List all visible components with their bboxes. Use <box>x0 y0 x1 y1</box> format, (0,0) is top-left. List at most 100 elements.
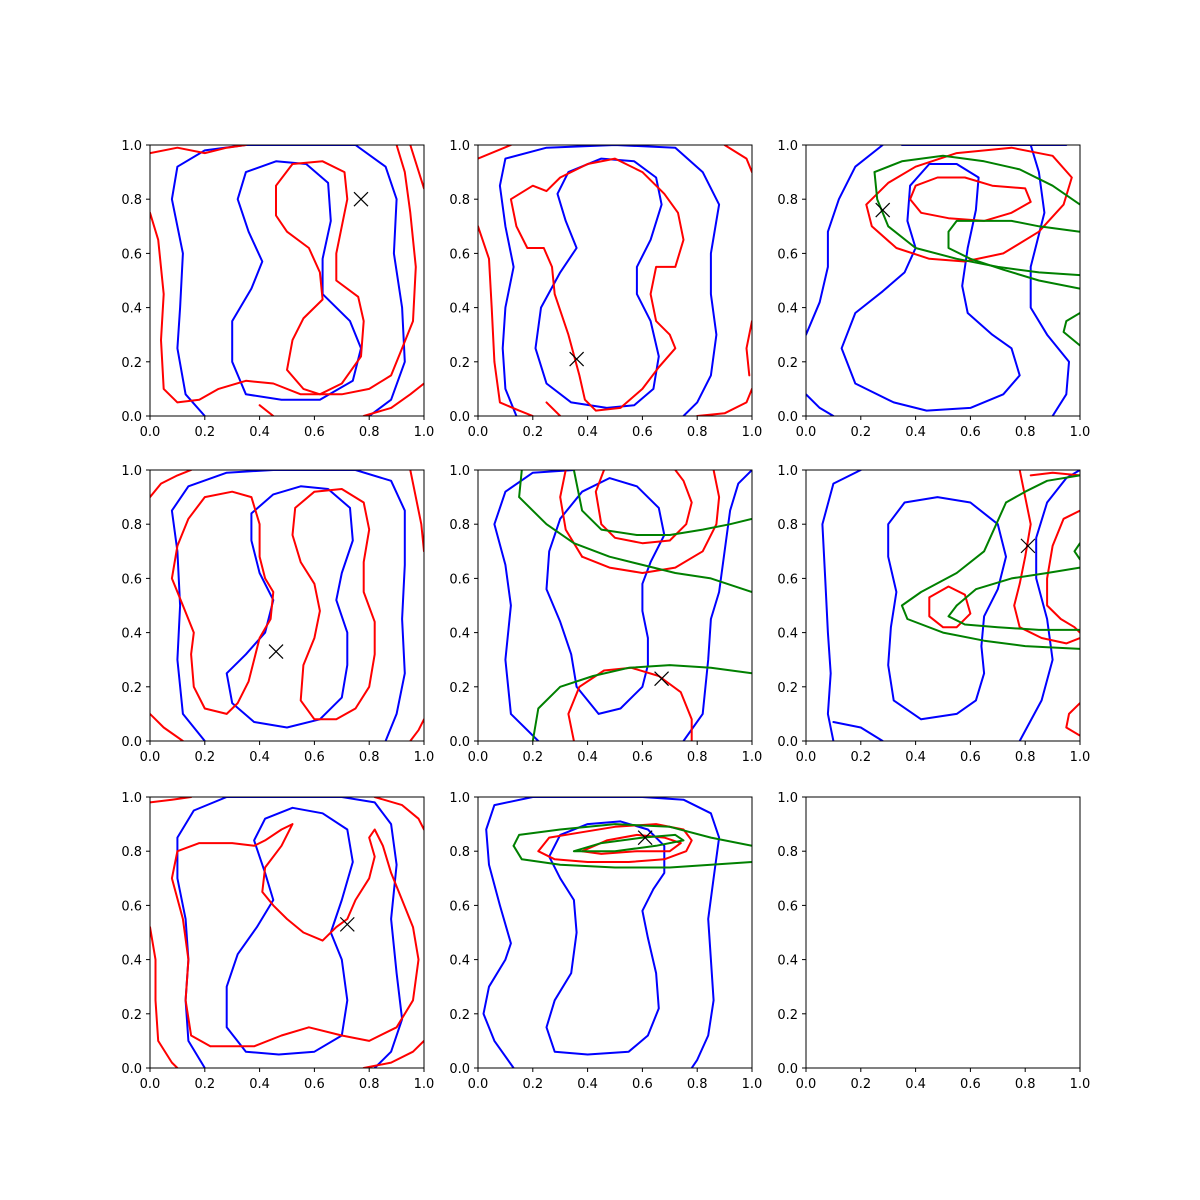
x-tick-label: 0.8 <box>359 1077 380 1092</box>
x-tick-label: 0.8 <box>1015 1077 1036 1092</box>
y-tick-label: 0.2 <box>777 356 798 371</box>
y-tick-label: 1.0 <box>121 791 142 806</box>
y-tick-label: 0.4 <box>777 627 798 642</box>
x-tick-label: 0.8 <box>687 1077 708 1092</box>
x-tick-label: 0.8 <box>359 425 380 440</box>
x-tick-label: 0.6 <box>632 750 653 765</box>
x-tick-label: 0.4 <box>577 425 598 440</box>
x-marker <box>353 191 369 207</box>
axes-frame <box>149 796 425 1069</box>
y-tick-label: 0.6 <box>777 572 798 587</box>
contour-line-blue <box>498 145 721 416</box>
contour-group <box>821 470 1080 741</box>
axes-frame <box>477 469 753 742</box>
x-marker <box>569 351 585 367</box>
y-tick-label: 0.0 <box>121 735 142 750</box>
y-tick-label: 1.0 <box>121 464 142 479</box>
contour-line-red <box>581 833 682 855</box>
contour-line-blue <box>887 496 1007 721</box>
y-tick-label: 0.4 <box>777 302 798 317</box>
contour-line-red <box>170 490 275 715</box>
x-tick-label: 1.0 <box>414 1077 435 1092</box>
contour-line-red <box>150 470 193 499</box>
contour-group <box>150 470 424 741</box>
contour-line-red <box>150 712 184 741</box>
contour-line-green <box>873 154 1080 206</box>
contour-line-blue <box>832 721 884 741</box>
y-tick-label: 0.2 <box>121 1008 142 1023</box>
contour-line-red <box>1065 702 1080 737</box>
x-tick-label: 0.0 <box>468 750 489 765</box>
contour-line-red <box>723 145 752 174</box>
x-tick-label: 0.2 <box>194 1077 215 1092</box>
y-tick-label: 0.6 <box>449 899 470 914</box>
contour-line-green <box>518 470 752 593</box>
x-tick-label: 1.0 <box>1070 750 1091 765</box>
x-tick-label: 1.0 <box>1070 1077 1091 1092</box>
axes-frame <box>149 144 425 417</box>
y-tick-label: 0.6 <box>777 899 798 914</box>
x-tick-label: 0.0 <box>796 750 817 765</box>
contour-line-green <box>531 664 752 741</box>
contour-line-red <box>1029 471 1080 477</box>
contour-line-blue <box>806 145 884 336</box>
contour-line-red <box>362 382 424 416</box>
y-tick-label: 0.8 <box>121 193 142 208</box>
subplot-row2-col3: 0.0 0.2 0.4 0.6 0.8 1.0 0.0 0.2 0.4 0.6 0.8 1.0 <box>777 464 1090 765</box>
x-tick-label: 0.4 <box>577 1077 598 1092</box>
subplot-row3-col1: 0.0 0.2 0.4 0.6 0.8 1.0 0.0 0.2 0.4 0.6 0.8 1.0 <box>121 791 434 1092</box>
x-tick-label: 0.4 <box>905 1077 926 1092</box>
contour-line-green <box>1073 542 1080 561</box>
x-tick-label: 0.2 <box>522 750 543 765</box>
x-tick-label: 0.6 <box>960 1077 981 1092</box>
contour-line-blue <box>682 470 752 741</box>
x-tick-label: 0.6 <box>960 425 981 440</box>
y-tick-label: 1.0 <box>777 139 798 154</box>
x-tick-label: 0.2 <box>194 750 215 765</box>
subplot-row1-col2: 0.0 0.2 0.4 0.6 0.8 1.0 0.0 0.2 0.4 0.6 0.8 1.0 <box>449 139 762 440</box>
x-tick-label: 0.0 <box>796 1077 817 1092</box>
x-tick-label: 0.0 <box>468 425 489 440</box>
axes-frame <box>805 796 1081 1069</box>
y-tick-label: 0.0 <box>449 410 470 425</box>
contour-line-red <box>150 797 193 804</box>
y-tick-label: 0.8 <box>449 193 470 208</box>
contour-line-blue <box>545 820 666 1056</box>
x-tick-label: 1.0 <box>742 425 763 440</box>
x-tick-label: 0.2 <box>194 425 215 440</box>
x-tick-label: 0.2 <box>850 425 871 440</box>
contour-line-blue <box>806 393 835 416</box>
y-tick-label: 0.2 <box>777 681 798 696</box>
contour-line-red <box>1013 470 1080 645</box>
subplot-row1-col3: 0.0 0.2 0.4 0.6 0.8 1.0 0.0 0.2 0.4 0.6 0.8 1.0 <box>777 139 1090 440</box>
x-marker <box>1020 538 1036 554</box>
y-tick-label: 1.0 <box>449 464 470 479</box>
contour-line-red <box>150 926 179 1068</box>
y-tick-label: 0.2 <box>449 681 470 696</box>
subplot-row3-col2: 0.0 0.2 0.4 0.6 0.8 1.0 0.0 0.2 0.4 0.6 0.8 1.0 <box>449 791 762 1092</box>
contour-line-green <box>900 501 1080 650</box>
contour-line-blue <box>170 145 406 416</box>
contour-line-red <box>696 387 752 416</box>
contour-line-red <box>150 145 417 404</box>
contour-line-green <box>512 844 752 869</box>
contour-line-red <box>409 470 424 553</box>
x-tick-label: 1.0 <box>742 1077 763 1092</box>
y-tick-label: 0.6 <box>121 572 142 587</box>
contour-line-blue <box>225 806 354 1056</box>
y-tick-label: 0.4 <box>449 302 470 317</box>
contour-line-red <box>409 718 424 741</box>
x-tick-label: 0.8 <box>687 750 708 765</box>
x-tick-label: 0.8 <box>1015 750 1036 765</box>
contour-line-red <box>170 823 420 1048</box>
contour-line-blue <box>170 470 406 741</box>
contour-line-red <box>150 145 247 155</box>
contour-line-blue <box>225 485 354 729</box>
x-tick-label: 0.6 <box>304 425 325 440</box>
contour-line-green <box>1062 312 1080 347</box>
y-tick-label: 0.8 <box>449 518 470 533</box>
contour-line-red <box>581 470 721 574</box>
x-tick-label: 0.4 <box>249 1077 270 1092</box>
x-tick-label: 1.0 <box>1070 425 1091 440</box>
x-tick-label: 0.4 <box>905 425 926 440</box>
